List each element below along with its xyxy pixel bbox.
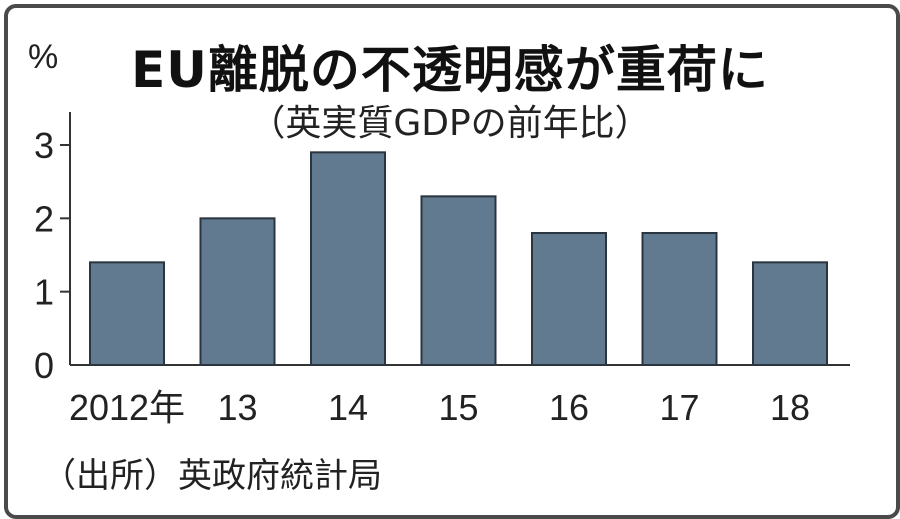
- bar-1: [89, 261, 165, 367]
- y-tick-label: 3: [34, 125, 54, 166]
- x-tick-label: 18: [770, 387, 810, 428]
- chart-subtitle: （英実質GDPの前年比）: [249, 103, 651, 144]
- x-tick-label: 2012年: [69, 387, 185, 428]
- y-axis-unit-label: %: [28, 38, 59, 76]
- bar-7: [752, 261, 828, 367]
- y-tick-label: 0: [34, 345, 54, 386]
- bar-5: [531, 232, 607, 366]
- y-tick-label: 2: [34, 198, 54, 239]
- x-tick-label: 14: [328, 387, 368, 428]
- x-tick-label: 15: [438, 387, 478, 428]
- bar-2: [199, 217, 276, 366]
- bar-6: [641, 232, 718, 366]
- bar-4: [420, 195, 497, 366]
- x-tick-label: 13: [217, 387, 257, 428]
- source-note: （出所）英政府統計局: [42, 456, 382, 496]
- x-tick-label: 17: [659, 387, 699, 428]
- chart-title: EU離脱の不透明感が重荷に: [131, 41, 769, 99]
- x-tick-label: 16: [549, 387, 589, 428]
- y-tick-label: 1: [34, 272, 54, 313]
- bar-3: [310, 151, 386, 366]
